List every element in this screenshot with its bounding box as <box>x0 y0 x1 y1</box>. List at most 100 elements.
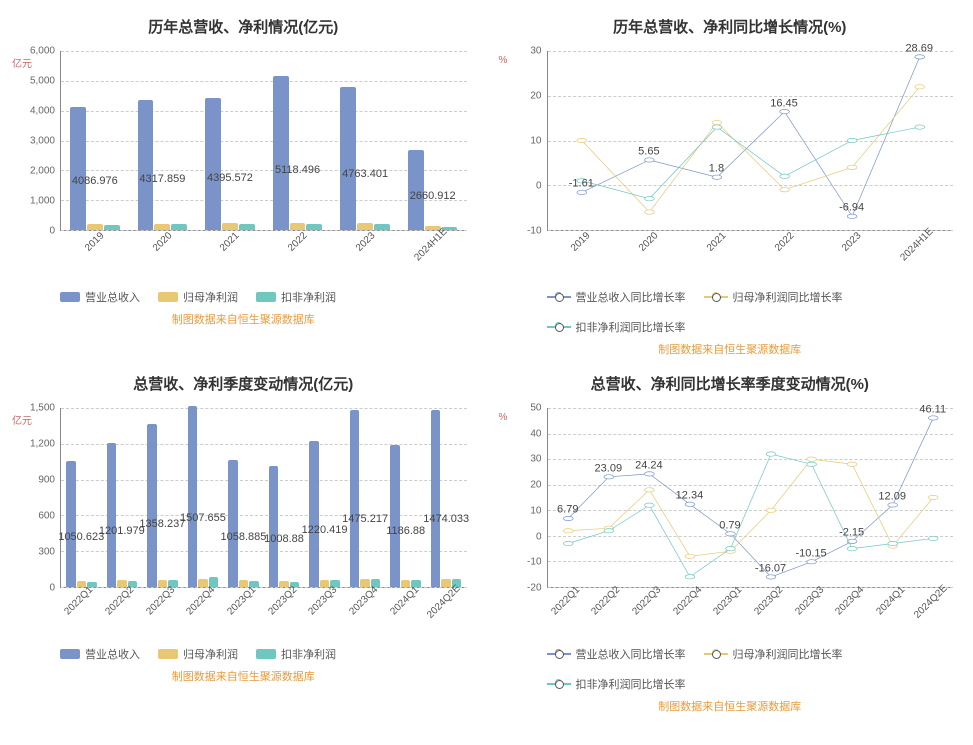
legend-swatch <box>158 292 178 302</box>
legend-swatch <box>158 649 178 659</box>
x-tick-label: 2022Q3 <box>144 584 177 617</box>
x-tick-label: 2022Q1 <box>63 584 96 617</box>
legend-item: 扣非净利润 <box>256 646 336 662</box>
source-text: 制图数据来自恒生聚源数据库 <box>497 698 964 714</box>
line-point <box>644 158 654 162</box>
y-tick: 3,000 <box>30 136 55 147</box>
bar <box>87 224 103 230</box>
y-tick: -10 <box>527 226 541 237</box>
y-tick: 900 <box>38 475 55 486</box>
y-tick: 0 <box>49 583 55 594</box>
legend-swatch <box>704 649 728 659</box>
legend-item: 归母净利润 <box>158 289 238 305</box>
line-point <box>712 125 722 129</box>
bar <box>158 580 168 587</box>
line-point <box>847 165 857 169</box>
bar <box>309 441 319 587</box>
y-tick: 0 <box>536 181 542 192</box>
line-point <box>644 197 654 201</box>
line-point <box>644 472 654 476</box>
legend-item: 营业总收入 <box>60 289 140 305</box>
x-tick-label: 2024Q2E <box>912 583 950 621</box>
bar-value-label: 4395.572 <box>207 172 253 184</box>
line-series <box>568 459 933 556</box>
bar <box>431 410 441 587</box>
bar-value-label: 5118.496 <box>275 164 320 176</box>
bar <box>390 445 400 587</box>
bar <box>320 580 330 587</box>
bar <box>350 410 360 587</box>
bar-value-label: 4763.401 <box>342 168 388 180</box>
y-tick: 4,000 <box>30 106 55 117</box>
gridline <box>61 51 467 52</box>
bar <box>441 579 451 587</box>
legend-label: 营业总收入 <box>85 646 140 662</box>
bar <box>138 100 154 230</box>
y-tick: 0 <box>536 531 542 542</box>
legend-swatch <box>547 322 571 332</box>
line-point <box>928 536 938 540</box>
x-tick-label: 2023Q4 <box>834 584 867 617</box>
legend-item: 扣非净利润同比增长率 <box>547 676 686 692</box>
panel-D: 总营收、净利同比增长率季度变动情况(%) % -20-1001020304050… <box>497 367 964 714</box>
point-value-label: 5.65 <box>638 146 659 158</box>
x-axis-B: 201920202021202220232024H1E <box>547 231 954 281</box>
bar <box>374 224 390 230</box>
line-point <box>685 554 695 558</box>
chart-area-A: 亿元 01,0002,0003,0004,0005,0006,000 4086.… <box>60 51 467 231</box>
bar <box>401 580 411 587</box>
line-point <box>563 541 573 545</box>
bar-value-label: 1186.88 <box>386 525 425 537</box>
x-axis-C: 2022Q12022Q22022Q32022Q42023Q12023Q22023… <box>60 588 467 638</box>
bar <box>147 424 157 587</box>
bar-value-label: 1358.237 <box>139 518 185 530</box>
line-point <box>725 532 735 536</box>
point-value-label: -6.94 <box>839 202 864 214</box>
line-point <box>644 503 654 507</box>
line-point <box>806 560 816 564</box>
bar <box>273 76 289 230</box>
point-value-label: -2.15 <box>839 527 864 539</box>
y-axis-D: -20-1001020304050 <box>502 408 542 588</box>
source-text: 制图数据来自恒生聚源数据库 <box>10 311 477 327</box>
gridline <box>61 141 467 142</box>
bar-value-label: 4317.859 <box>139 173 185 185</box>
x-tick-label: 2022Q2 <box>103 584 136 617</box>
line-point <box>847 138 857 142</box>
y-tick: 40 <box>530 428 541 439</box>
y-tick: 30 <box>530 46 541 57</box>
x-tick-label: 2021 <box>705 230 729 254</box>
legend-D: 营业总收入同比增长率归母净利润同比增长率扣非净利润同比增长率 <box>547 646 964 692</box>
point-value-label: 0.79 <box>719 519 740 531</box>
plot-D: 6.7923.0924.2412.340.79-16.07-10.15-2.15… <box>547 408 954 588</box>
x-tick-label: 2023Q1 <box>712 584 745 617</box>
bar-group <box>271 76 325 230</box>
bar-value-label: 1475.217 <box>342 513 388 525</box>
x-tick-label: 2022 <box>286 230 310 254</box>
x-tick-label: 2023Q4 <box>347 584 380 617</box>
bar <box>340 87 356 230</box>
y-tick: 20 <box>530 480 541 491</box>
bar-value-label: 1220.419 <box>302 524 348 536</box>
x-tick-label: 2024H1E <box>412 226 449 263</box>
bar <box>279 581 289 587</box>
line-point <box>766 575 776 579</box>
legend-swatch <box>704 292 728 302</box>
chart-title: 总营收、净利同比增长率季度变动情况(%) <box>497 373 964 394</box>
bar <box>66 461 76 587</box>
dashboard-grid: 历年总营收、净利情况(亿元) 亿元 01,0002,0003,0004,0005… <box>10 10 963 714</box>
x-tick-label: 2024Q1 <box>388 584 421 617</box>
line-point <box>644 210 654 214</box>
line-point <box>725 546 735 550</box>
line-point <box>576 190 586 194</box>
legend-item: 扣非净利润同比增长率 <box>547 319 686 335</box>
bar-group <box>65 461 97 587</box>
bar <box>205 98 221 230</box>
x-tick-label: 2023Q3 <box>307 584 340 617</box>
line-point <box>712 120 722 124</box>
chart-area-D: % -20-1001020304050 6.7923.0924.2412.340… <box>547 408 954 588</box>
legend-label: 扣非净利润同比增长率 <box>576 319 686 335</box>
x-tick-label: 2019 <box>569 230 593 254</box>
line-point <box>887 503 897 507</box>
y-tick: 50 <box>530 403 541 414</box>
